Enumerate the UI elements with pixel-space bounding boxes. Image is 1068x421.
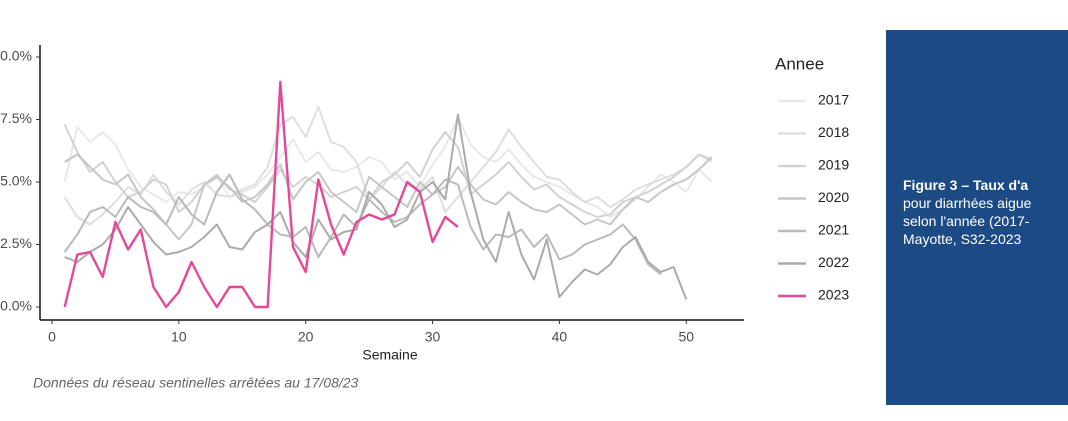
y-tick-label: 5.0% — [0, 173, 32, 189]
series-line — [63, 116, 713, 218]
legend-label: 2022 — [818, 254, 849, 270]
legend-title: Annee — [775, 54, 824, 73]
series-line — [63, 106, 713, 226]
series-line — [63, 173, 662, 276]
x-tick-label: 30 — [425, 329, 441, 345]
figure-text: Mayotte, S32-2023 — [903, 231, 1022, 247]
series-line — [64, 153, 713, 241]
x-tick-label: 40 — [552, 329, 568, 345]
legend-label: 2020 — [818, 189, 849, 205]
series-line — [63, 80, 459, 309]
y-tick-label: 0.0% — [0, 298, 32, 314]
chart: Semaine Données du réseau sentinelles ar… — [0, 45, 849, 391]
y-tick-label: 10.0% — [0, 48, 32, 64]
caption: Données du réseau sentinelles arrêtées a… — [33, 375, 359, 391]
legend-label: 2021 — [818, 222, 849, 238]
y-tick-label: 2.5% — [0, 235, 32, 251]
legend-label: 2023 — [818, 287, 849, 303]
series-line — [63, 124, 713, 218]
series-line — [64, 113, 688, 300]
x-tick-label: 10 — [171, 329, 187, 345]
x-axis-label: Semaine — [362, 347, 417, 363]
y-tick-label: 7.5% — [0, 110, 32, 126]
figure-text: selon l'année (2017- — [903, 213, 1030, 229]
legend-label: 2019 — [818, 157, 849, 173]
figure-text: Figure 3 – Taux d'a — [903, 177, 1029, 193]
legend-label: 2017 — [818, 92, 849, 108]
figure-text: pour diarrhées aigue — [903, 195, 1032, 211]
x-tick-label: 20 — [298, 329, 314, 345]
legend-label: 2018 — [818, 124, 849, 140]
figure-box: Figure 3 – Taux d'a pour diarrhées aigue s… — [886, 30, 1068, 405]
x-tick-label: 50 — [678, 329, 694, 345]
x-tick-label: 0 — [48, 329, 56, 345]
